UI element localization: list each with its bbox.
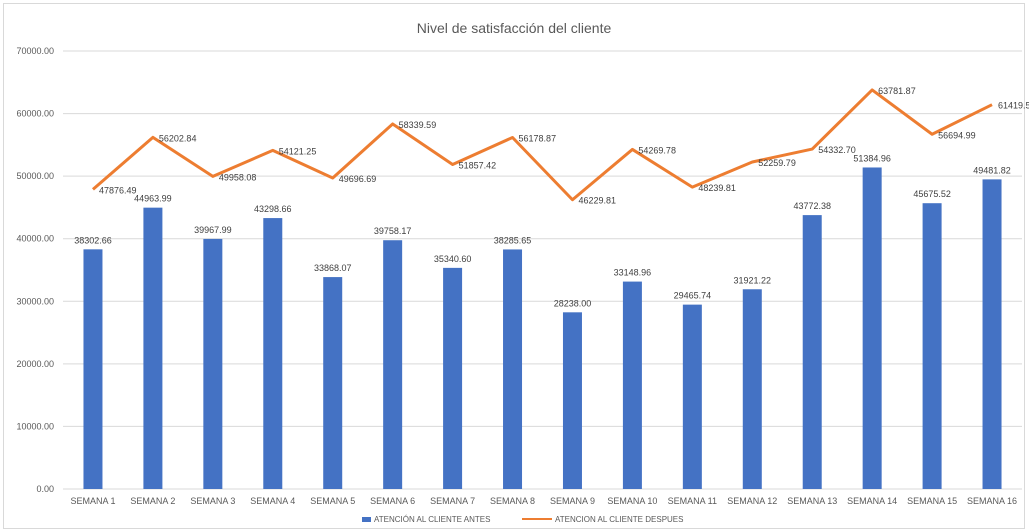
- x-tick-label: SEMANA 4: [250, 496, 295, 506]
- bar-data-label: 43298.66: [254, 204, 292, 214]
- bar-data-label: 45675.52: [913, 189, 951, 199]
- line-data-label: 56178.87: [519, 133, 557, 143]
- legend-label-despues: ATENCION AL CLIENTE DESPUES: [555, 515, 683, 524]
- bar-data-label: 38285.65: [494, 235, 532, 245]
- bar: [682, 304, 702, 489]
- y-tick-label: 20000.00: [16, 359, 54, 369]
- bar-data-label: 33148.96: [614, 268, 652, 278]
- y-tick-label: 50000.00: [16, 171, 54, 181]
- bar: [83, 249, 103, 489]
- x-tick-label: SEMANA 5: [310, 496, 355, 506]
- bar: [263, 218, 283, 489]
- line-data-label: 58339.59: [399, 120, 437, 130]
- x-tick-label: SEMANA 7: [430, 496, 475, 506]
- x-tick-label: SEMANA 8: [490, 496, 535, 506]
- line-data-label: 48239.81: [698, 183, 736, 193]
- bar-data-label: 39758.17: [374, 226, 412, 236]
- x-tick-label: SEMANA 2: [130, 496, 175, 506]
- bar: [443, 267, 463, 489]
- legend-label-antes: ATENCIÓN AL CLIENTE ANTES: [374, 515, 490, 524]
- gridlines: [63, 50, 1022, 490]
- bar: [922, 203, 942, 489]
- line-data-label: 54269.78: [638, 145, 676, 155]
- line-data-label: 56202.84: [159, 133, 197, 143]
- x-tick-label: SEMANA 11: [668, 496, 717, 506]
- y-tick-label: 10000.00: [16, 421, 54, 431]
- line-data-label: 61419.58: [998, 101, 1029, 111]
- bar: [742, 289, 762, 489]
- bar-data-label: 51384.96: [853, 153, 891, 163]
- bar-data-label: 35340.60: [434, 254, 472, 264]
- x-tick-label: SEMANA 16: [967, 496, 1017, 506]
- bar-data-label: 28238.00: [554, 298, 592, 308]
- bar-data-label: 29465.74: [674, 291, 712, 301]
- bar: [802, 215, 822, 489]
- bar-data-label: 31921.22: [734, 275, 772, 285]
- y-tick-label: 70000.00: [16, 46, 54, 56]
- line-data-label: 63781.87: [878, 86, 916, 96]
- x-tick-label: SEMANA 3: [190, 496, 235, 506]
- line-series: [91, 88, 993, 202]
- x-tick-label: SEMANA 10: [607, 496, 657, 506]
- bar: [503, 249, 523, 489]
- bar-data-label: 49481.82: [973, 165, 1011, 175]
- x-axis-ticks: SEMANA 1 SEMANA 2 SEMANA 3 SEMANA 4 SEMANA 5…: [70, 496, 1017, 506]
- chart-title: Nivel de satisfacción del cliente: [417, 20, 612, 36]
- x-tick-label: SEMANA 9: [550, 496, 595, 506]
- x-tick-label: SEMANA 1: [70, 496, 115, 506]
- y-tick-label: 0.00: [36, 484, 54, 494]
- bar: [203, 238, 223, 489]
- bar-data-label: 33868.07: [314, 263, 352, 273]
- chart-frame: [3, 3, 1025, 529]
- line-data-label: 46229.81: [578, 196, 616, 206]
- bar-data-label: 39967.99: [194, 225, 232, 235]
- bar: [622, 281, 642, 489]
- series-line: [91, 88, 993, 202]
- x-tick-label: SEMANA 13: [787, 496, 837, 506]
- bar-data-label: 38302.66: [74, 235, 112, 245]
- line-data-label: 47876.49: [99, 185, 137, 195]
- bar: [982, 179, 1002, 489]
- x-tick-label: SEMANA 14: [847, 496, 897, 506]
- bar-data-label: 43772.38: [793, 201, 831, 211]
- line-data-label: 56694.99: [938, 130, 976, 140]
- y-axis-ticks: 0.00 10000.00 20000.00 30000.00 40000.00 5000…: [16, 46, 54, 494]
- bar-series: [83, 167, 1002, 490]
- line-data-label: 51857.42: [459, 161, 497, 171]
- x-tick-label: SEMANA 6: [370, 496, 415, 506]
- y-tick-label: 60000.00: [16, 109, 54, 119]
- bar: [862, 167, 882, 489]
- bar: [323, 277, 343, 489]
- bar: [562, 312, 582, 489]
- y-tick-label: 40000.00: [16, 234, 54, 244]
- line-data-label: 54332.70: [818, 145, 856, 155]
- line-data-label: 49958.08: [219, 172, 257, 182]
- x-tick-label: SEMANA 12: [727, 496, 777, 506]
- legend: ATENCIÓN AL CLIENTE ANTES ATENCION AL CLI…: [362, 515, 683, 524]
- bar: [143, 207, 163, 490]
- line-data-label: 54121.25: [279, 146, 317, 156]
- line-data-label: 52259.79: [758, 158, 796, 168]
- bar: [383, 240, 403, 489]
- line-data-label: 49696.69: [339, 174, 377, 184]
- legend-swatch-bar: [362, 517, 371, 522]
- data-labels: 38302.66 44963.99 39967.99 43298.66 33868.07…: [74, 86, 1029, 308]
- x-tick-label: SEMANA 15: [907, 496, 957, 506]
- y-tick-label: 30000.00: [16, 296, 54, 306]
- bar-data-label: 44963.99: [134, 194, 172, 204]
